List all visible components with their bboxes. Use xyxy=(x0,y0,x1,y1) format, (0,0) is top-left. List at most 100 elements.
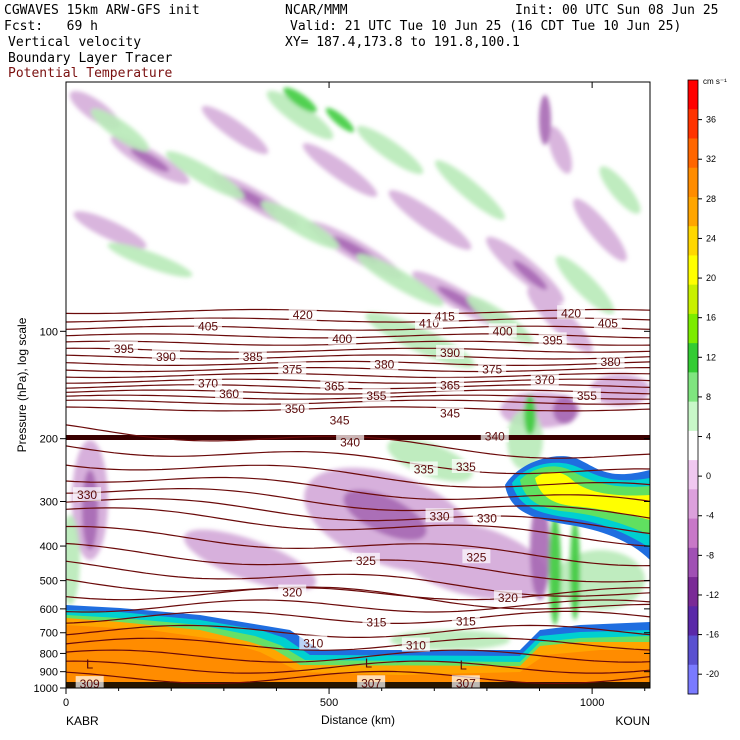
svg-text:400: 400 xyxy=(332,332,352,346)
svg-text:380: 380 xyxy=(374,358,394,372)
theta-contour xyxy=(65,660,651,674)
theta-contour xyxy=(65,394,650,400)
svg-text:345: 345 xyxy=(330,414,350,428)
field-potential-temperature: Potential Temperature xyxy=(8,66,173,81)
colorbar-tick-label: -8 xyxy=(706,550,714,560)
colorbar-tick-label: -4 xyxy=(706,511,714,521)
theta-label: 330 xyxy=(73,487,102,502)
colorbar-tick-label: 20 xyxy=(706,273,716,283)
x-tick-label: 1000 xyxy=(580,697,604,709)
colorbar-swatch xyxy=(688,255,698,286)
svg-text:335: 335 xyxy=(456,460,476,474)
theta-contour xyxy=(65,624,651,638)
theta-contour xyxy=(65,578,651,610)
theta-label: 385 xyxy=(238,348,267,364)
svg-text:390: 390 xyxy=(156,350,176,364)
theta-contour xyxy=(65,389,651,395)
y-tick-label: 800 xyxy=(40,648,58,660)
svg-text:307: 307 xyxy=(456,676,476,690)
theta-label: 380 xyxy=(370,356,399,372)
svg-text:325: 325 xyxy=(466,550,486,564)
theta-label: 400 xyxy=(328,330,357,346)
valid-time: Valid: 21 UTC Tue 10 Jun 25 (16 CDT Tue … xyxy=(290,19,682,34)
svg-text:375: 375 xyxy=(482,363,502,377)
theta-label: 365 xyxy=(436,377,465,393)
theta-label: 375 xyxy=(278,361,307,377)
theta-label: 307 xyxy=(357,675,386,690)
svg-text:395: 395 xyxy=(114,342,134,356)
right-endpoint-label: KOUN xyxy=(615,714,650,728)
left-endpoint-label: KABR xyxy=(66,714,99,728)
theta-label: 315 xyxy=(451,613,480,628)
colorbar-tick-label: 32 xyxy=(706,154,716,164)
colorbar-tick-label: 16 xyxy=(706,313,716,323)
theta-label: 405 xyxy=(194,318,223,334)
svg-text:370: 370 xyxy=(535,373,555,387)
x-tick-label: 0 xyxy=(63,697,69,709)
svg-text:340: 340 xyxy=(485,429,505,443)
colorbar-swatch xyxy=(688,226,698,256)
svg-text:320: 320 xyxy=(498,591,518,605)
x-axis-title: Distance (km) xyxy=(321,713,395,727)
theta-label: 345 xyxy=(436,405,465,421)
theta-contour xyxy=(65,507,651,547)
svg-text:405: 405 xyxy=(598,316,618,330)
theta-label: 360 xyxy=(215,386,244,401)
colorbar-swatch xyxy=(688,664,698,695)
svg-text:375: 375 xyxy=(282,363,302,377)
svg-text:390: 390 xyxy=(440,346,460,360)
colorbar-tick-label: 36 xyxy=(706,115,716,125)
colorbar-swatch xyxy=(688,401,698,432)
theta-contour xyxy=(65,476,651,502)
colorbar-units: cm s⁻¹ xyxy=(703,77,727,86)
svg-text:325: 325 xyxy=(356,554,376,568)
y-tick-label: 600 xyxy=(40,604,58,616)
colorbar-tick-label: 0 xyxy=(706,471,711,481)
theta-label: 355 xyxy=(362,388,391,403)
y-tick-label: 200 xyxy=(40,434,58,446)
theta-label: 307 xyxy=(451,675,480,690)
svg-text:370: 370 xyxy=(198,376,218,390)
theta-contour xyxy=(65,610,651,624)
svg-text:405: 405 xyxy=(198,320,218,334)
colorbar-tick-label: 28 xyxy=(706,194,716,204)
theta-contour xyxy=(65,560,651,597)
theta-label: 335 xyxy=(451,458,480,474)
theta-label: 390 xyxy=(151,348,180,364)
svg-text:420: 420 xyxy=(293,308,313,322)
theta-contour xyxy=(65,317,651,323)
theta-label: 310 xyxy=(401,637,430,652)
theta-contour xyxy=(65,498,651,535)
theta-contour xyxy=(66,525,651,567)
theta-label: 395 xyxy=(538,332,567,347)
theta-label: 320 xyxy=(278,584,307,600)
colorbar-swatch xyxy=(688,547,698,578)
colorbar-swatch xyxy=(688,606,698,637)
colorbar-swatch xyxy=(688,430,698,461)
theta-contour xyxy=(65,399,651,405)
svg-text:315: 315 xyxy=(456,614,476,628)
svg-text:310: 310 xyxy=(303,636,323,650)
theta-label: 340 xyxy=(336,434,365,450)
theta-label: 355 xyxy=(572,388,601,403)
svg-text:395: 395 xyxy=(543,333,563,347)
y-axis-title: Pressure (hPa), log scale xyxy=(15,317,29,452)
theta-contour xyxy=(65,325,651,331)
colorbar: 36 32 28 24 20 16 12 8 4 0 -4 -8 -12 -16 -20 xyxy=(687,79,719,695)
y-tick-label: 300 xyxy=(40,496,58,508)
theta-contour xyxy=(65,587,650,601)
colorbar-swatch xyxy=(688,109,698,139)
theta-label: 370 xyxy=(530,372,559,387)
init-time: Init: 00 UTC Sun 08 Jun 25 xyxy=(515,3,719,18)
low-marker: L xyxy=(86,657,93,672)
theta-label: 330 xyxy=(472,510,501,526)
org-label: NCAR/MMM xyxy=(285,3,348,18)
y-tick-label: 500 xyxy=(40,576,58,588)
colorbar-tick-label: 12 xyxy=(706,352,716,362)
svg-text:307: 307 xyxy=(361,676,381,690)
theta-label: 365 xyxy=(320,378,349,394)
theta-label: 420 xyxy=(557,305,586,320)
colorbar-swatch xyxy=(688,460,698,490)
